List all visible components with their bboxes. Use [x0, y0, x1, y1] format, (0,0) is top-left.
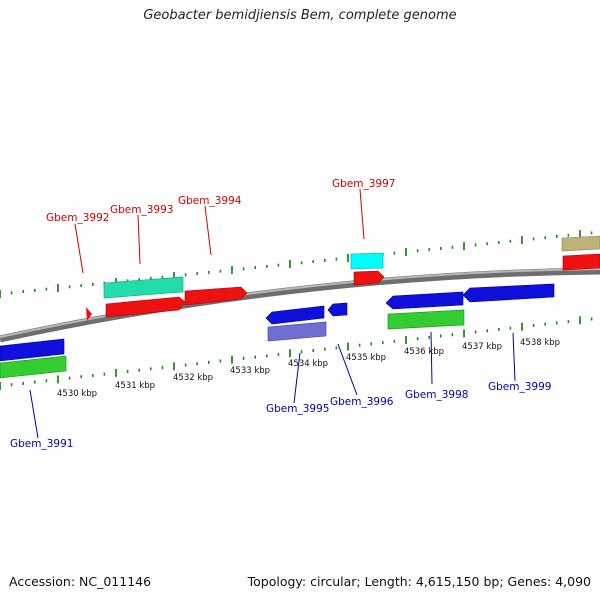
gene-label-gbem-3999[interactable]: Gbem_3999	[488, 381, 551, 393]
map-title: Geobacter bemidjiensis Bem, complete gen…	[143, 8, 457, 23]
gene-label-gbem-3991[interactable]: Gbem_3991	[10, 438, 73, 450]
gene-feature-olive[interactable]	[561, 235, 600, 252]
gene-feature-blue[interactable]	[385, 291, 464, 310]
gene-label-gbem-3992[interactable]: Gbem_3992	[46, 212, 109, 224]
minus-strand-features	[0, 283, 555, 379]
scale-tick-label: 4532 kbp	[173, 373, 213, 383]
lower-tick-track	[0, 316, 593, 390]
gene-label-gbem-3998[interactable]: Gbem_3998	[405, 389, 468, 401]
scale-tick-label: 4536 kbp	[404, 347, 444, 357]
gene-feature-blue[interactable]	[0, 338, 65, 362]
plus-gene-labels: Gbem_3992 Gbem_3993 Gbem_3994 Gbem_3997	[46, 178, 395, 274]
minus-gene-labels: Gbem_3991 Gbem_3995 Gbem_3996 Gbem_3998 …	[10, 331, 551, 450]
leader-line	[293, 352, 301, 404]
gene-label-gbem-3993[interactable]: Gbem_3993	[110, 204, 173, 216]
leader-line	[204, 205, 212, 256]
leader-line	[337, 343, 358, 396]
gene-feature-red[interactable]	[353, 270, 385, 286]
genome-backbone-highlight	[0, 268, 600, 338]
scale-tick-label: 4538 kbp	[520, 338, 560, 348]
gene-feature-green[interactable]	[387, 309, 465, 330]
gene-feature-green[interactable]	[0, 355, 67, 379]
gene-feature-red[interactable]	[562, 253, 600, 271]
gene-feature-slate[interactable]	[267, 321, 327, 342]
leader-line	[512, 332, 516, 382]
scale-labels: 4530 kbp 4531 kbp 4532 kbp 4533 kbp 4534…	[57, 338, 560, 399]
gene-feature-blue[interactable]	[265, 305, 325, 325]
scale-tick-label: 4533 kbp	[230, 366, 270, 376]
gene-label-gbem-3996[interactable]: Gbem_3996	[330, 396, 394, 408]
gene-feature-red[interactable]	[184, 286, 248, 306]
gene-feature-cyan[interactable]	[350, 252, 384, 270]
leader-line	[359, 188, 365, 240]
gene-label-gbem-3995[interactable]: Gbem_3995	[266, 403, 329, 415]
gene-feature-blue[interactable]	[462, 283, 555, 303]
gene-feature-blue[interactable]	[327, 302, 348, 317]
scale-tick-label: 4534 kbp	[288, 359, 328, 369]
leader-line	[74, 223, 84, 274]
scale-tick-label: 4537 kbp	[462, 342, 502, 352]
genome-backbone	[0, 267, 600, 343]
gene-feature-red[interactable]	[105, 296, 186, 318]
plus-strand-features	[86, 235, 600, 321]
topology-text: Topology: circular; Length: 4,615,150 bp…	[247, 574, 591, 589]
gene-feature-teal[interactable]	[103, 276, 184, 299]
leader-line	[430, 331, 433, 385]
accession-text: Accession: NC_011146	[9, 574, 152, 589]
leader-line	[137, 214, 141, 265]
gene-arrow-small-red[interactable]	[86, 307, 92, 321]
gene-label-gbem-3994[interactable]: Gbem_3994	[178, 195, 242, 207]
scale-tick-label: 4535 kbp	[346, 353, 386, 363]
scale-tick-label: 4530 kbp	[57, 389, 97, 399]
gene-label-gbem-3997[interactable]: Gbem_3997	[332, 178, 395, 190]
scale-tick-label: 4531 kbp	[115, 381, 155, 391]
leader-line	[29, 389, 39, 439]
